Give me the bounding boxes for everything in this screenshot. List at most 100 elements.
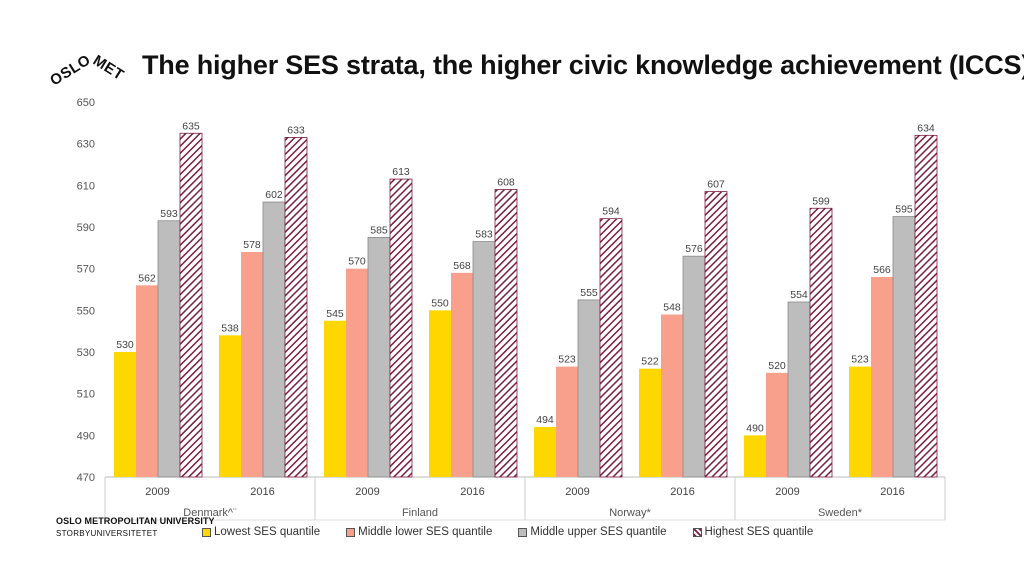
footer-brand: OSLO METROPOLITAN UNIVERSITY STORBYUNIVE… — [56, 516, 215, 538]
data-label: 608 — [497, 177, 515, 189]
data-label: 545 — [326, 308, 344, 320]
legend-item-lowest: Lowest SES quantile — [202, 526, 320, 538]
y-tick-label: 590 — [77, 222, 95, 234]
y-tick-label: 630 — [77, 139, 95, 151]
data-label: 570 — [348, 256, 366, 268]
y-tick-label: 570 — [77, 264, 95, 276]
data-label: 634 — [917, 122, 935, 134]
bar-highest — [494, 189, 518, 478]
legend-item-middle-lower: Middle lower SES quantile — [346, 526, 492, 538]
data-label: 635 — [182, 120, 200, 132]
legend-swatch-middle-lower — [346, 527, 356, 537]
bar-middle-upper — [682, 255, 706, 478]
bar-middle-lower — [661, 314, 683, 477]
data-label: 566 — [873, 264, 891, 276]
bar-middle-upper — [787, 301, 811, 478]
x-year-label: 2009 — [565, 486, 589, 498]
x-country-label: Denmark^¨ — [183, 507, 237, 519]
legend-label-highest: Highest SES quantile — [704, 526, 814, 538]
bar-highest — [389, 178, 413, 478]
data-label: 595 — [895, 204, 913, 216]
data-label: 490 — [746, 422, 764, 434]
page-title: The higher SES strata, the higher civic … — [142, 50, 1024, 80]
footer-university: OSLO METROPOLITAN UNIVERSITY — [56, 516, 215, 526]
x-country-label: Sweden* — [818, 507, 863, 519]
data-label: 523 — [558, 354, 576, 366]
x-year-label: 2009 — [145, 486, 169, 498]
x-year-label: 2009 — [775, 486, 799, 498]
bar-middle-upper — [892, 216, 916, 478]
bar-middle-upper — [262, 201, 286, 478]
data-label: 613 — [392, 166, 410, 178]
data-label: 633 — [287, 124, 305, 136]
bar-highest — [284, 137, 308, 478]
data-label: 602 — [265, 189, 283, 201]
legend-label-middle-lower: Middle lower SES quantile — [358, 526, 493, 538]
y-tick-label: 530 — [77, 347, 95, 359]
data-label: 555 — [580, 287, 598, 299]
legend-swatch-middle-upper — [518, 527, 528, 537]
bar-lowest — [744, 435, 766, 477]
bar-middle-lower — [766, 372, 788, 477]
data-label: 538 — [221, 322, 239, 334]
data-label: 594 — [602, 206, 620, 218]
bar-highest — [914, 134, 938, 478]
bar-highest — [704, 191, 728, 478]
x-country-label: Norway* — [609, 507, 651, 519]
data-label: 550 — [431, 297, 449, 309]
data-label: 576 — [685, 243, 703, 255]
x-year-label: 2016 — [880, 486, 904, 498]
data-label: 562 — [138, 272, 156, 284]
data-label: 568 — [453, 260, 471, 272]
bar-lowest — [114, 352, 136, 477]
footer-university-no: STORBYUNIVERSITETET — [56, 529, 158, 538]
bar-lowest — [324, 320, 346, 477]
bar-lowest — [219, 335, 241, 477]
data-label: 607 — [707, 179, 725, 191]
bar-lowest — [429, 310, 451, 477]
bar-middle-lower — [136, 285, 158, 477]
bar-lowest — [534, 427, 556, 477]
x-year-label: 2016 — [670, 486, 694, 498]
legend-item-middle-upper: Middle upper SES quantile — [518, 526, 667, 538]
data-label: 522 — [641, 356, 659, 368]
data-label: 593 — [160, 208, 178, 220]
oslomet-logo: OSLO MET — [47, 51, 127, 89]
legend-label-lowest: Lowest SES quantile — [214, 526, 321, 538]
x-year-label: 2009 — [355, 486, 379, 498]
bar-middle-lower — [346, 268, 368, 477]
data-label: 530 — [116, 339, 134, 351]
bar-middle-lower — [241, 252, 263, 477]
data-label: 583 — [475, 229, 493, 241]
data-label: 554 — [790, 289, 808, 301]
bar-middle-lower — [451, 272, 473, 477]
data-label: 523 — [851, 354, 869, 366]
data-label: 578 — [243, 239, 261, 251]
bar-middle-upper — [367, 237, 391, 478]
y-tick-label: 470 — [77, 472, 95, 484]
data-label: 585 — [370, 224, 388, 236]
bar-lowest — [639, 368, 661, 477]
bar-highest — [809, 207, 833, 478]
legend-swatch-highest — [692, 527, 702, 537]
legend: Lowest SES quantile Middle lower SES qua… — [202, 524, 839, 540]
bar-middle-upper — [472, 241, 496, 478]
bar-middle-upper — [577, 299, 601, 478]
x-country-label: Finland — [402, 507, 438, 519]
y-tick-label: 490 — [77, 430, 95, 442]
x-year-label: 2016 — [250, 486, 274, 498]
y-tick-label: 550 — [77, 305, 95, 317]
bar-middle-lower — [556, 366, 578, 477]
y-tick-label: 510 — [77, 389, 95, 401]
x-year-label: 2016 — [460, 486, 484, 498]
data-label: 548 — [663, 302, 681, 314]
y-tick-label: 650 — [77, 97, 95, 109]
bar-middle-lower — [871, 277, 893, 477]
data-label: 520 — [768, 360, 786, 372]
data-label: 494 — [536, 414, 554, 426]
bar-highest — [599, 218, 623, 478]
legend-swatch-lowest — [202, 527, 211, 537]
bar-highest — [179, 132, 203, 478]
legend-item-highest: Highest SES quantile — [692, 526, 814, 538]
